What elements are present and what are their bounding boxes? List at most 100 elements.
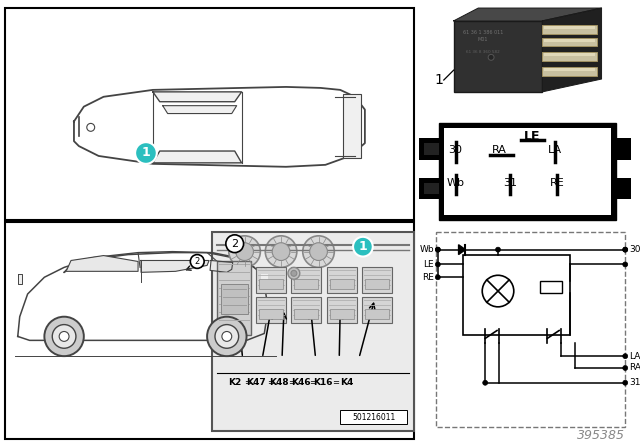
Bar: [5, 222, 414, 439]
Circle shape: [222, 332, 232, 341]
Bar: [444, 128, 611, 215]
Bar: [362, 267, 392, 293]
Circle shape: [488, 54, 494, 60]
Text: M01: M01: [478, 37, 488, 42]
Bar: [545, 68, 595, 71]
Bar: [340, 410, 407, 424]
Polygon shape: [67, 255, 138, 271]
Circle shape: [207, 317, 246, 356]
Text: 30: 30: [449, 145, 463, 155]
Circle shape: [288, 267, 300, 279]
Bar: [257, 297, 286, 323]
Polygon shape: [542, 8, 602, 92]
Text: Wb: Wb: [419, 245, 434, 254]
Polygon shape: [616, 138, 631, 160]
Text: 61 36 8 360 582: 61 36 8 360 582: [467, 51, 500, 54]
Bar: [463, 254, 570, 336]
Circle shape: [353, 237, 372, 257]
Bar: [436, 232, 625, 427]
Text: RE: RE: [422, 273, 434, 282]
Text: K48: K48: [269, 378, 289, 387]
Polygon shape: [18, 274, 22, 284]
Bar: [294, 309, 317, 319]
Circle shape: [226, 235, 244, 253]
Text: LE: LE: [524, 130, 541, 143]
Text: RE: RE: [550, 177, 564, 188]
Circle shape: [303, 236, 334, 267]
Polygon shape: [141, 260, 209, 272]
Bar: [439, 123, 616, 220]
Text: 395385: 395385: [577, 429, 625, 442]
Polygon shape: [74, 87, 365, 167]
Text: Wb: Wb: [447, 177, 465, 188]
Bar: [545, 26, 595, 29]
Bar: [545, 39, 595, 42]
Text: 61 36 1 386 011: 61 36 1 386 011: [463, 30, 504, 35]
Bar: [362, 297, 392, 323]
Text: RA: RA: [492, 145, 506, 155]
Text: LA: LA: [548, 145, 563, 155]
Circle shape: [483, 380, 488, 385]
Circle shape: [52, 325, 76, 348]
Polygon shape: [210, 260, 233, 272]
Text: =: =: [332, 378, 339, 387]
Text: LA: LA: [629, 352, 640, 361]
Polygon shape: [153, 151, 242, 163]
Bar: [343, 94, 361, 158]
Text: 30: 30: [629, 245, 640, 254]
Text: 501216011: 501216011: [352, 413, 396, 422]
Bar: [365, 309, 388, 319]
Circle shape: [310, 243, 328, 260]
Circle shape: [623, 380, 628, 385]
Bar: [221, 284, 248, 314]
Text: 1: 1: [141, 146, 150, 159]
Bar: [259, 309, 283, 319]
Circle shape: [190, 254, 204, 268]
Circle shape: [228, 236, 260, 267]
Bar: [259, 279, 283, 289]
Bar: [330, 279, 354, 289]
Bar: [294, 279, 317, 289]
Circle shape: [623, 247, 628, 252]
Bar: [542, 67, 596, 76]
Bar: [454, 21, 542, 92]
Bar: [365, 279, 388, 289]
Text: K16: K16: [313, 378, 332, 387]
Text: 2: 2: [195, 257, 200, 266]
Circle shape: [435, 262, 440, 267]
Polygon shape: [163, 106, 237, 113]
Polygon shape: [424, 183, 439, 194]
Circle shape: [291, 270, 297, 276]
Polygon shape: [616, 178, 631, 199]
Text: =: =: [244, 378, 251, 387]
Text: 1: 1: [358, 240, 367, 253]
Bar: [5, 8, 414, 220]
Polygon shape: [424, 143, 439, 155]
Circle shape: [435, 247, 440, 252]
Bar: [545, 53, 595, 56]
Bar: [328, 297, 357, 323]
Polygon shape: [18, 253, 268, 340]
Text: 31: 31: [503, 177, 517, 188]
Polygon shape: [419, 138, 439, 160]
Bar: [212, 232, 414, 431]
Text: 1: 1: [435, 73, 444, 87]
Circle shape: [44, 317, 84, 356]
Circle shape: [87, 123, 95, 131]
Circle shape: [135, 142, 157, 164]
Circle shape: [495, 247, 500, 252]
Text: 2: 2: [231, 239, 238, 249]
Text: K46: K46: [291, 378, 310, 387]
Text: LE: LE: [423, 260, 434, 269]
Text: =: =: [310, 378, 317, 387]
Polygon shape: [153, 92, 242, 102]
Circle shape: [435, 275, 440, 280]
Bar: [291, 267, 321, 293]
Text: =: =: [289, 378, 296, 387]
Text: K47: K47: [246, 378, 266, 387]
Polygon shape: [419, 178, 439, 199]
Circle shape: [623, 262, 628, 267]
Circle shape: [265, 236, 297, 267]
Bar: [330, 309, 354, 319]
Circle shape: [623, 366, 628, 370]
